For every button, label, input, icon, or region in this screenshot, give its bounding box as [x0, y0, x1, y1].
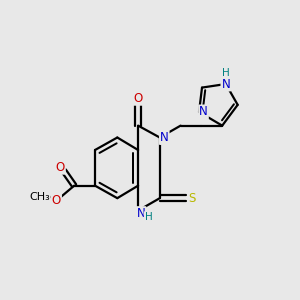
Text: N: N: [137, 207, 146, 220]
Text: H: H: [145, 212, 152, 222]
Text: N: N: [199, 106, 208, 118]
Text: S: S: [188, 192, 195, 205]
Text: H: H: [222, 68, 230, 78]
Text: O: O: [52, 194, 61, 207]
Text: O: O: [56, 161, 65, 174]
Text: N: N: [160, 131, 169, 144]
Text: O: O: [134, 92, 143, 105]
Text: CH₃: CH₃: [29, 192, 50, 202]
Text: N: N: [221, 77, 230, 91]
